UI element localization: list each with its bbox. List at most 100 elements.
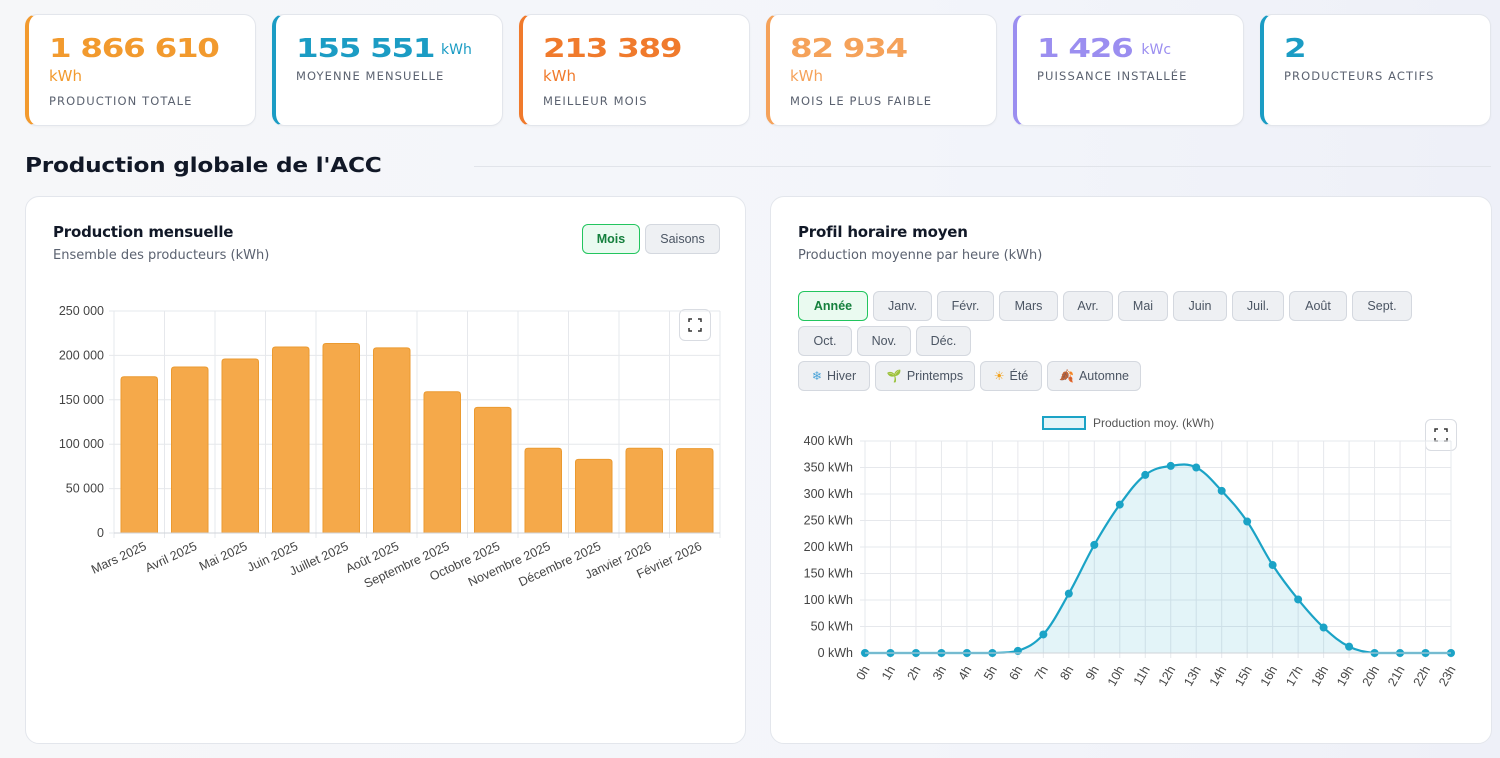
x-tick-label: 18h: [1309, 663, 1332, 688]
toggle-seasons-button[interactable]: Saisons: [645, 224, 720, 254]
kpi-unit: kWh: [790, 67, 824, 85]
x-tick-label: Mars 2025: [89, 539, 148, 577]
data-point: [1345, 642, 1354, 651]
season-button[interactable]: ☀ Été: [980, 361, 1042, 391]
season-label: Automne: [1078, 369, 1129, 383]
period-button[interactable]: Mai: [1118, 291, 1168, 321]
monthly-production-panel: Production mensuelle Ensemble des produc…: [25, 196, 746, 744]
bar: [272, 346, 310, 534]
bar: [423, 391, 461, 534]
x-tick-label: 20h: [1360, 663, 1383, 688]
sprout-icon: 🌱: [886, 369, 902, 383]
period-button[interactable]: Juil.: [1232, 291, 1284, 321]
period-button[interactable]: Mars: [999, 291, 1058, 321]
kpi-label: MOIS LE PLUS FAIBLE: [790, 94, 933, 108]
x-tick-label: 5h: [981, 663, 1000, 682]
season-button[interactable]: ❄ Hiver: [798, 361, 870, 391]
season-button[interactable]: 🌱 Printemps: [875, 361, 975, 391]
data-point: [1268, 561, 1277, 570]
data-point: [1294, 595, 1303, 604]
expand-hourly-chart-button[interactable]: [1425, 419, 1457, 451]
expand-monthly-chart-button[interactable]: [679, 309, 711, 341]
monthly-chart-subtitle: Ensemble des producteurs (kWh): [53, 248, 270, 263]
kpi-card: 213 389 kWh MEILLEUR MOIS: [519, 14, 750, 126]
kpi-value: 2: [1284, 34, 1307, 64]
kpi-value: 1 866 610: [49, 34, 220, 64]
data-point: [1217, 486, 1226, 495]
fullscreen-icon: [1434, 428, 1448, 442]
period-button[interactable]: Année: [798, 291, 868, 321]
x-tick-label: 15h: [1232, 663, 1255, 688]
bar: [171, 366, 209, 534]
season-button[interactable]: 🍂 Automne: [1047, 361, 1141, 391]
y-tick-label: 300 kWh: [804, 487, 853, 501]
kpi-unit: kWh: [441, 42, 472, 58]
monthly-bar-chart: 0 50 000 100 000 150 000 200 000 250 000 Mars …: [59, 304, 721, 591]
x-tick-label: 9h: [1083, 663, 1102, 682]
bar: [474, 406, 512, 534]
kpi-unit: kWh: [543, 67, 577, 85]
kpi-value: 1 426: [1037, 34, 1134, 64]
legend-label: Production moy. (kWh): [1093, 416, 1214, 430]
y-tick-label: 100 000: [59, 437, 104, 451]
data-point: [1319, 623, 1328, 632]
y-tick-label: 200 000: [59, 348, 104, 362]
bar: [373, 347, 411, 534]
x-tick-label: 14h: [1207, 663, 1230, 688]
period-button[interactable]: Janv.: [873, 291, 932, 321]
bar: [322, 343, 360, 534]
kpi-value-row: 1 426 kWc: [1037, 35, 1243, 63]
kpi-label: PRODUCTION TOTALE: [49, 94, 193, 108]
hourly-chart-title: Profil horaire moyen: [798, 223, 968, 241]
kpi-row: 1 866 610 kWh PRODUCTION TOTALE 155 551 kWh M…: [25, 14, 1492, 126]
data-point: [1090, 540, 1099, 549]
data-point: [1039, 630, 1048, 639]
x-tick-label: 10h: [1105, 663, 1128, 688]
kpi-label: PUISSANCE INSTALLÉE: [1037, 69, 1188, 83]
legend-swatch: [1042, 416, 1086, 430]
x-tick-label: 11h: [1131, 663, 1153, 687]
period-button[interactable]: Oct.: [798, 326, 852, 356]
period-button[interactable]: Juin: [1173, 291, 1227, 321]
kpi-value: 82 934: [790, 34, 908, 64]
kpi-label: MEILLEUR MOIS: [543, 94, 648, 108]
y-tick-label: 150 000: [59, 393, 104, 407]
x-tick-label: 22h: [1411, 663, 1434, 688]
kpi-value: 155 551: [296, 34, 436, 64]
kpi-unit: kWc: [1141, 42, 1172, 58]
x-tick-label: Avril 2025: [143, 539, 199, 575]
data-point: [1064, 589, 1073, 598]
data-point: [1243, 517, 1252, 526]
kpi-card: 1 426 kWc PUISSANCE INSTALLÉE: [1013, 14, 1244, 126]
sun-icon: ☀: [993, 369, 1005, 383]
period-button[interactable]: Nov.: [857, 326, 911, 356]
period-button[interactable]: Sept.: [1352, 291, 1412, 321]
data-point: [1141, 470, 1150, 479]
period-button[interactable]: Déc.: [916, 326, 971, 356]
snowflake-icon: ❄: [811, 369, 822, 383]
bar: [676, 448, 714, 534]
x-tick-label: Mai 2025: [197, 539, 250, 573]
x-tick-label: 2h: [904, 663, 923, 682]
x-tick-label: 8h: [1057, 663, 1076, 682]
section-title: Production globale de l'ACC: [25, 153, 382, 177]
x-tick-label: 21h: [1385, 663, 1408, 688]
x-tick-label: 3h: [930, 663, 949, 682]
toggle-months-button[interactable]: Mois: [582, 224, 640, 254]
data-point: [1192, 463, 1201, 472]
period-button[interactable]: Févr.: [937, 291, 994, 321]
y-tick-label: 250 000: [59, 304, 104, 318]
y-tick-label: 50 kWh: [811, 620, 853, 634]
fullscreen-icon: [688, 318, 702, 332]
x-tick-label: 12h: [1156, 663, 1179, 688]
kpi-card: 2 PRODUCTEURS ACTIFS: [1260, 14, 1491, 126]
y-tick-label: 100 kWh: [804, 593, 853, 607]
period-button[interactable]: Avr.: [1063, 291, 1113, 321]
season-label: Été: [1009, 369, 1029, 383]
y-tick-label: 400 kWh: [804, 434, 853, 448]
kpi-value-row: 1 866 610: [49, 35, 255, 63]
period-button[interactable]: Août: [1289, 291, 1347, 321]
hourly-chart-subtitle: Production moyenne par heure (kWh): [798, 248, 1043, 263]
bar: [221, 358, 259, 534]
y-tick-label: 0 kWh: [818, 646, 853, 660]
